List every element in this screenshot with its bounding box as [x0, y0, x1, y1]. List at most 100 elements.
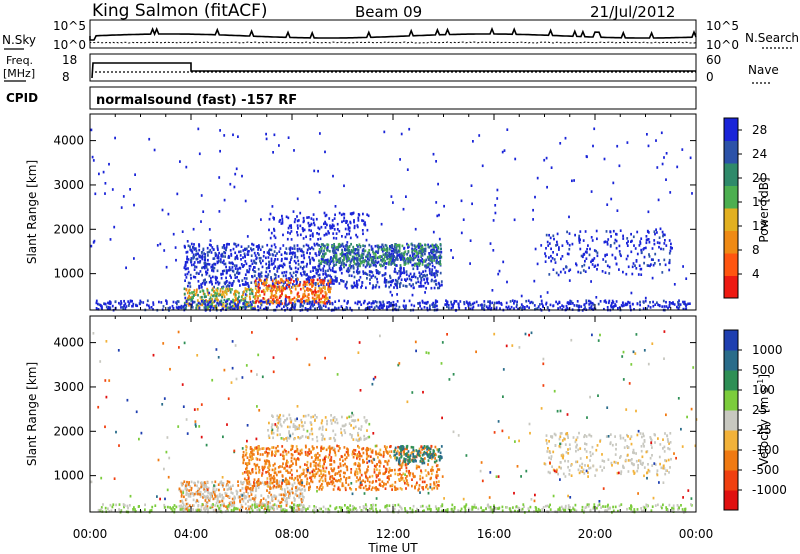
data-cell: [363, 222, 366, 226]
data-cell: [419, 477, 422, 481]
data-cell: [278, 250, 281, 253]
data-cell: [662, 299, 665, 303]
data-cell: [152, 303, 155, 306]
data-cell: [355, 253, 358, 257]
data-cell: [277, 482, 280, 486]
data-cell: [194, 292, 196, 296]
data-cell: [326, 262, 329, 266]
data-cell: [305, 235, 307, 239]
data-cell: [265, 256, 267, 260]
data-cell: [199, 302, 202, 306]
data-cell: [290, 256, 293, 259]
data-cell: [348, 476, 351, 479]
data-cell: [206, 489, 209, 493]
data-cell: [251, 307, 254, 311]
data-cell: [653, 230, 656, 233]
data-cell: [244, 305, 247, 309]
freq-line: [91, 62, 696, 79]
data-cell: [369, 447, 372, 451]
data-cell: [296, 233, 299, 237]
data-cell: [325, 261, 328, 264]
data-cell: [625, 257, 628, 261]
colorbar-tick-label: 4: [752, 267, 760, 281]
data-cell: [342, 212, 345, 216]
data-cell: [345, 481, 347, 484]
data-cell: [420, 251, 422, 255]
data-cell: [270, 454, 273, 457]
data-cell: [415, 255, 418, 258]
data-cell: [187, 281, 190, 285]
data-cell: [315, 462, 317, 465]
data-cell: [347, 258, 350, 261]
data-cell: [271, 301, 274, 305]
data-cell: [219, 288, 222, 291]
data-cell: [667, 306, 669, 310]
data-cell: [242, 297, 245, 301]
data-cell: [214, 484, 217, 488]
data-cell: [419, 474, 422, 478]
data-cell: [296, 508, 299, 512]
data-cell: [374, 275, 377, 279]
data-cell: [316, 471, 319, 474]
data-cell: [269, 289, 272, 293]
data-cell: [375, 486, 377, 489]
data-cell: [218, 493, 221, 497]
data-cell: [430, 249, 432, 253]
data-cell: [399, 264, 402, 267]
data-cell: [292, 251, 295, 254]
data-cell: [321, 294, 324, 298]
data-cell: [390, 249, 393, 253]
data-cell: [414, 246, 417, 249]
data-cell: [267, 306, 269, 310]
data-cell: [668, 301, 671, 304]
data-cell: [339, 464, 342, 468]
data-cell: [248, 270, 250, 274]
data-cell: [433, 244, 436, 248]
data-cell: [590, 236, 593, 239]
data-cell: [263, 459, 266, 463]
data-cell: [332, 248, 335, 251]
data-cell: [205, 270, 207, 274]
data-cell: [314, 252, 317, 255]
data-cell: [186, 302, 188, 305]
data-cell: [546, 185, 548, 189]
data-cell: [346, 252, 348, 255]
data-cell: [332, 174, 334, 178]
data-cell: [410, 452, 413, 455]
data-cell: [329, 451, 331, 454]
data-cell: [191, 291, 193, 294]
data-cell: [433, 303, 435, 307]
data-cell: [670, 242, 672, 246]
data-cell: [331, 477, 334, 480]
data-cell: [286, 502, 289, 505]
data-cell: [343, 446, 346, 449]
data-cell: [399, 472, 401, 476]
data-cell: [388, 450, 391, 454]
data-cell: [398, 467, 401, 471]
data-cell: [616, 144, 619, 148]
data-cell: [211, 298, 214, 301]
data-cell: [629, 304, 632, 308]
data-cell: [324, 214, 327, 218]
data-cell: [287, 490, 289, 494]
data-cell: [340, 263, 343, 267]
y-tick-label: 1000: [53, 267, 84, 281]
data-cell: [361, 284, 363, 287]
data-cell: [243, 477, 246, 481]
data-cell: [111, 304, 114, 308]
data-cell: [416, 277, 419, 280]
data-cell: [233, 304, 236, 308]
data-cell: [254, 296, 257, 299]
data-cell: [368, 484, 371, 488]
data-cell: [632, 262, 635, 265]
data-cell: [234, 251, 237, 255]
data-cell: [306, 481, 309, 484]
data-cell: [374, 251, 377, 254]
data-cell: [558, 248, 560, 251]
data-cell: [657, 259, 660, 262]
data-cell: [261, 447, 264, 450]
data-cell: [277, 298, 279, 302]
data-cell: [356, 286, 359, 289]
data-cell: [389, 280, 392, 283]
data-cell: [351, 258, 353, 261]
